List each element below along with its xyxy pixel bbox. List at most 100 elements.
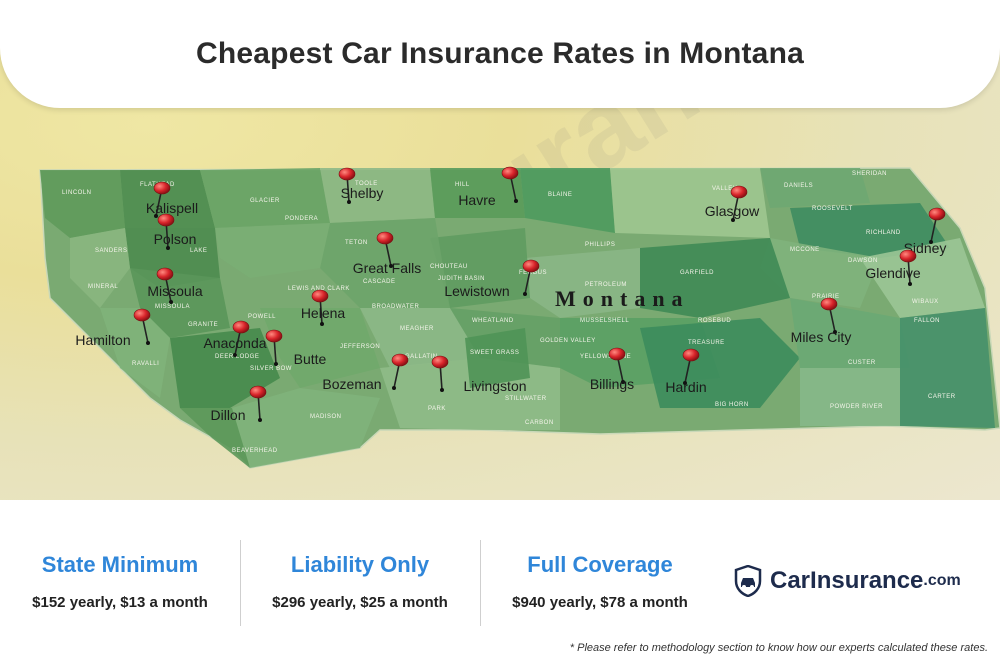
page-title: Cheapest Car Insurance Rates in Montana <box>196 37 804 70</box>
svg-text:SWEET GRASS: SWEET GRASS <box>470 350 519 356</box>
pin-point <box>731 218 735 222</box>
rate-state-minimum: State Minimum $152 yearly, $13 a month <box>0 552 240 611</box>
city-label: Anaconda <box>203 335 266 351</box>
city-label: Glendive <box>865 265 920 281</box>
brand-suffix: .com <box>923 572 961 589</box>
pin-head-icon <box>249 385 267 399</box>
pin-point <box>258 418 262 422</box>
footnote: * Please refer to methodology section to… <box>569 642 988 654</box>
pin-point <box>166 246 170 250</box>
city-label: Great Falls <box>353 260 421 276</box>
svg-text:WHEATLAND: WHEATLAND <box>472 318 514 324</box>
rates-panel <box>0 500 1000 666</box>
svg-text:SANDERS: SANDERS <box>95 248 128 254</box>
car-shield-icon <box>734 565 762 597</box>
city-label: Glasgow <box>705 203 760 219</box>
svg-text:GALLATIN: GALLATIN <box>405 354 438 360</box>
city-label: Helena <box>301 305 346 321</box>
pin-head-icon <box>820 297 838 311</box>
pin-point <box>274 362 278 366</box>
svg-text:VALLEY: VALLEY <box>712 186 737 192</box>
montana-map: LINCOLN FLATHEAD GLACIER TOOLE HILL BLAI… <box>39 166 1000 469</box>
svg-text:PETROLEUM: PETROLEUM <box>585 282 627 288</box>
pin-point <box>347 200 351 204</box>
divider <box>480 540 481 626</box>
pin-point <box>621 380 625 384</box>
city-label: Lewistown <box>444 283 509 299</box>
pin-head-icon <box>153 181 171 195</box>
pin-head-icon <box>730 185 748 199</box>
svg-text:HILL: HILL <box>455 182 470 188</box>
pin-point <box>146 341 150 345</box>
svg-text:STILLWATER: STILLWATER <box>505 396 547 402</box>
pin-point <box>154 214 158 218</box>
pin-head-icon <box>157 213 175 227</box>
pin-head-icon <box>311 289 329 303</box>
pin-point <box>523 292 527 296</box>
svg-text:RAVALLI: RAVALLI <box>132 361 159 367</box>
city-label: Bozeman <box>322 376 381 392</box>
pin-head-icon <box>265 329 283 343</box>
svg-text:POWELL: POWELL <box>248 314 276 320</box>
svg-text:TOOLE: TOOLE <box>355 181 378 187</box>
svg-text:MCCONE: MCCONE <box>790 247 820 253</box>
svg-text:POWDER RIVER: POWDER RIVER <box>830 404 883 410</box>
svg-text:MUSSELSHELL: MUSSELSHELL <box>580 318 629 324</box>
svg-text:CARBON: CARBON <box>525 420 554 426</box>
pin-head-icon <box>232 320 250 334</box>
divider <box>240 540 241 626</box>
city-label: Butte <box>294 351 327 367</box>
pin-head-icon <box>682 348 700 362</box>
svg-text:BLAINE: BLAINE <box>548 192 572 198</box>
rate-value: $152 yearly, $13 a month <box>32 594 208 611</box>
city-pins: Kalispell Shelby Havre Glasgow Polson Great F… <box>75 166 946 423</box>
svg-text:YELLOWSTONE: YELLOWSTONE <box>580 354 631 360</box>
svg-text:DANIELS: DANIELS <box>784 183 813 189</box>
svg-text:CHOUTEAU: CHOUTEAU <box>430 264 468 270</box>
svg-text:WIBAUX: WIBAUX <box>912 299 939 305</box>
svg-text:TETON: TETON <box>345 240 368 246</box>
svg-text:PRAIRIE: PRAIRIE <box>812 294 840 300</box>
svg-text:TREASURE: TREASURE <box>688 340 725 346</box>
pin-head-icon <box>928 207 946 221</box>
svg-text:ROSEBUD: ROSEBUD <box>698 318 731 324</box>
pin-point <box>233 353 237 357</box>
svg-text:JUDITH BASIN: JUDITH BASIN <box>438 276 485 282</box>
svg-text:JEFFERSON: JEFFERSON <box>340 344 380 350</box>
pin-head-icon <box>522 259 540 273</box>
svg-text:PHILLIPS: PHILLIPS <box>585 242 615 248</box>
pin-point <box>169 300 173 304</box>
city-label: Livingston <box>463 378 526 394</box>
svg-text:PARK: PARK <box>428 406 446 412</box>
svg-text:DEER LODGE: DEER LODGE <box>215 354 259 360</box>
pin-head-icon <box>376 231 394 245</box>
svg-text:GRANITE: GRANITE <box>188 322 218 328</box>
pin-head-icon <box>501 166 519 180</box>
svg-text:LINCOLN: LINCOLN <box>62 190 92 196</box>
pin-point <box>440 388 444 392</box>
svg-text:BEAVERHEAD: BEAVERHEAD <box>232 448 278 454</box>
rate-label: Liability Only <box>290 552 430 577</box>
svg-text:MADISON: MADISON <box>310 414 342 420</box>
city-label: Havre <box>458 192 496 208</box>
state-shape <box>39 167 1000 469</box>
svg-text:BROADWATER: BROADWATER <box>372 304 420 310</box>
pin-head-icon <box>391 353 409 367</box>
pin-point <box>514 199 518 203</box>
state-label: Montana <box>555 286 690 311</box>
city-label: Missoula <box>147 283 202 299</box>
city-label: Kalispell <box>146 200 198 216</box>
svg-text:DAWSON: DAWSON <box>848 258 878 264</box>
svg-text:BIG HORN: BIG HORN <box>715 402 749 408</box>
pin-head-icon <box>608 347 626 361</box>
svg-text:GLACIER: GLACIER <box>250 198 280 204</box>
svg-text:GOLDEN VALLEY: GOLDEN VALLEY <box>540 338 596 344</box>
pin-point <box>389 264 393 268</box>
pin-head-icon <box>899 249 917 263</box>
rate-full-coverage: Full Coverage $940 yearly, $78 a month <box>480 552 720 611</box>
brand-logo: CarInsurance .com <box>734 565 961 597</box>
svg-text:MEAGHER: MEAGHER <box>400 326 434 332</box>
svg-text:FERGUS: FERGUS <box>519 270 547 276</box>
svg-text:PONDERA: PONDERA <box>285 216 318 222</box>
city-label: Miles City <box>791 329 852 345</box>
